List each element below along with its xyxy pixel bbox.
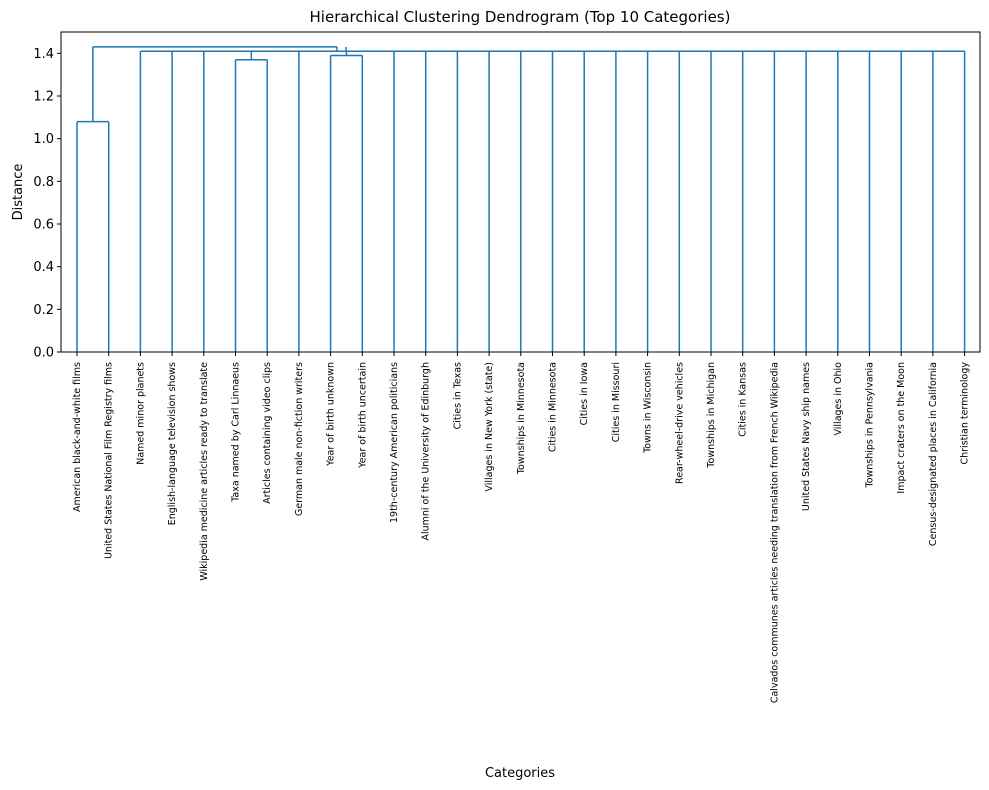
leaf-label-27: Census-designated places in California (928, 362, 939, 546)
leaf-label-12: Cities in Texas (452, 362, 463, 429)
leaf-label-5: Taxa named by Carl Linnaeus (231, 362, 242, 503)
y-tick-label-3: 0.6 (33, 218, 54, 233)
leaf-label-13: Villages in New York (state) (484, 362, 495, 492)
y-axis: 0.0 0.2 0.4 0.6 0.8 1.0 1.2 1.4 (33, 47, 61, 361)
leaf-label-26: Impact craters on the Moon (896, 362, 907, 494)
leaf-label-4: Wikipedia medicine articles ready to tra… (199, 362, 210, 581)
y-tick-label-5: 1.0 (33, 132, 54, 147)
leaf-label-20: Townships in Michigan (706, 362, 717, 469)
x-axis-label: Categories (485, 766, 555, 781)
y-tick-label-6: 1.2 (33, 90, 54, 105)
leaf-label-14: Townships in Minnesota (516, 362, 527, 475)
leaf-label-16: Cities in Iowa (579, 362, 590, 425)
dendrogram-links (76, 46, 966, 352)
leaf-label-17: Cities in Missouri (611, 362, 622, 442)
leaf-label-11: Alumni of the University of Edinburgh (421, 362, 432, 541)
leaf-label-24: Villages in Ohio (833, 362, 844, 436)
leaf-label-0: American black-and-white films (72, 362, 83, 512)
y-axis-label: Distance (11, 164, 26, 221)
y-tick-label-7: 1.4 (33, 47, 54, 62)
leaf-label-6: Articles containing video clips (262, 362, 273, 504)
y-tick-label-0: 0.0 (33, 346, 54, 361)
leaf-label-23: United States Navy ship names (801, 362, 812, 511)
leaf-label-1: United States National Film Registry fil… (104, 362, 115, 559)
leaf-label-19: Rear-wheel-drive vehicles (674, 362, 685, 484)
leaf-label-18: Towns in Wisconsin (643, 362, 654, 454)
leaf-label-15: Cities in Minnesota (548, 362, 559, 452)
leaf-label-28: Christian terminology (960, 362, 971, 465)
leaf-label-22: Calvados communes articles needing trans… (769, 362, 780, 703)
leaf-label-3: English-language television shows (167, 362, 178, 525)
leaf-label-10: 19th-century American politicians (389, 362, 400, 523)
x-axis: American black-and-white films United Sta… (72, 352, 971, 703)
leaf-label-25: Townships in Pennsylvania (865, 362, 876, 489)
chart-title: Hierarchical Clustering Dendrogram (Top … (310, 8, 731, 26)
leaf-label-9: Year of birth uncertain (357, 362, 368, 469)
y-tick-label-1: 0.2 (33, 303, 54, 318)
leaf-label-21: Cities in Kansas (738, 362, 749, 437)
leaf-label-7: German male non-fiction writers (294, 362, 305, 516)
leaf-label-2: Named minor planets (135, 362, 146, 465)
y-tick-label-2: 0.4 (33, 260, 54, 275)
leaf-label-8: Year of birth unknown (326, 362, 337, 467)
y-tick-label-4: 0.8 (33, 175, 54, 190)
